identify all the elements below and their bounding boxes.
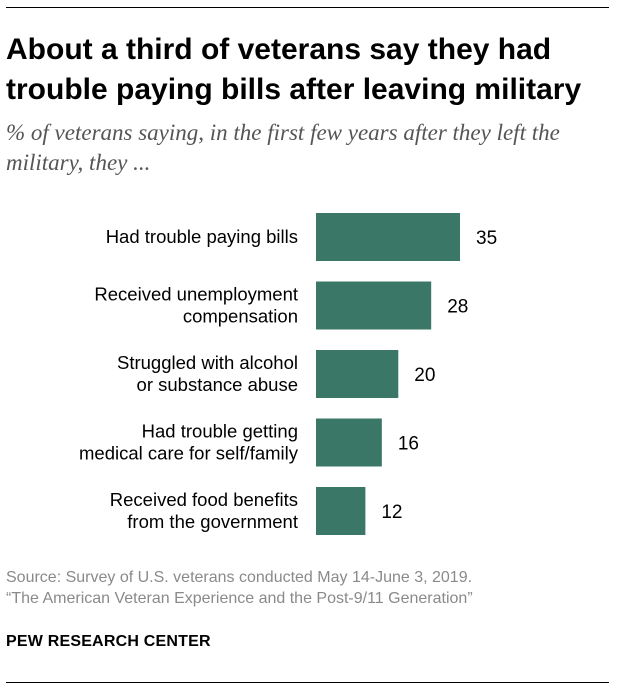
category-label-4: Had trouble getting medical care for self… xyxy=(79,421,299,464)
bar-chart: 35 Had trouble paying bills 28 Received une… xyxy=(79,213,497,535)
source-line-1: Source: Survey of U.S. veterans conducte… xyxy=(6,569,473,586)
category-label-2: Received unemployment compensation xyxy=(94,284,298,327)
value-label-4: 16 xyxy=(398,434,419,455)
category-label-5: Received food benefits from the governmen… xyxy=(110,489,298,532)
chart-subtitle: % of veterans saying, in the first few y… xyxy=(6,120,560,175)
category-label-1: Had trouble paying bills xyxy=(106,226,298,247)
chart-title: About a third of veterans say they had t… xyxy=(6,33,582,106)
pew-research-center-logo: PEW RESEARCH CENTER xyxy=(6,633,211,650)
source-note: Source: Survey of U.S. veterans conducte… xyxy=(6,567,606,609)
top-rule xyxy=(6,7,609,8)
bar-4 xyxy=(316,418,382,467)
source-line-2: “The American Veteran Experience and the… xyxy=(6,590,473,607)
value-label-3: 20 xyxy=(414,365,435,386)
value-label-5: 12 xyxy=(381,502,402,523)
bottom-rule xyxy=(6,682,609,683)
bar-2 xyxy=(316,281,432,330)
bar-1 xyxy=(316,213,460,261)
category-label-3: Struggled with alcohol or substance abuse xyxy=(117,352,298,395)
value-label-1: 35 xyxy=(476,228,497,249)
bar-3 xyxy=(316,350,399,398)
value-label-2: 28 xyxy=(447,297,468,318)
bar-5 xyxy=(316,487,366,535)
